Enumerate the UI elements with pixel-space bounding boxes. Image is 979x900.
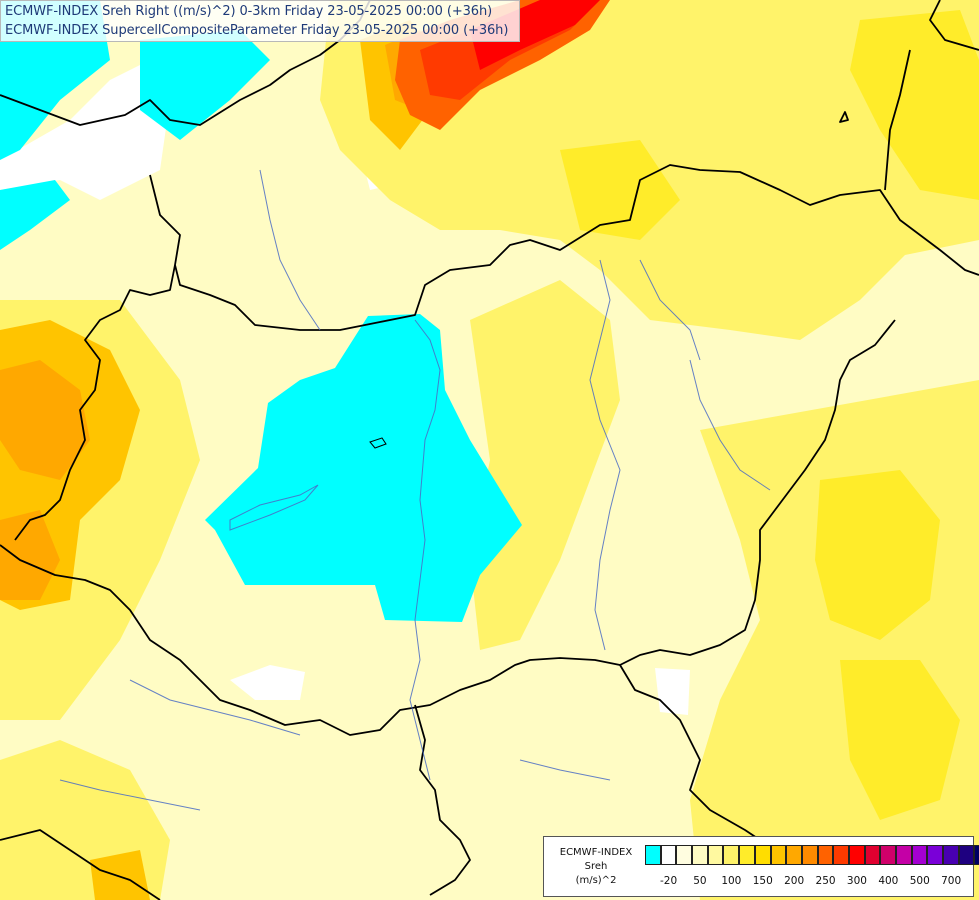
legend-tick-label: 100 [721, 875, 742, 887]
legend-tick-label: 300 [846, 875, 867, 887]
legend-swatch [676, 845, 693, 865]
legend-swatch [896, 845, 912, 865]
legend-swatch [645, 845, 661, 865]
legend-swatch [786, 845, 802, 865]
legend-source: ECMWF-INDEX [559, 847, 633, 858]
legend-swatch [817, 845, 834, 865]
legend-unit: (m/s)^2 [575, 875, 617, 886]
title-line-2: ECMWF-INDEX SupercellCompositeParameter … [5, 23, 509, 38]
legend-swatch [974, 845, 979, 865]
color-legend: ECMWF-INDEX Sreh (m/s)^2 -20 50 100 150 200 2… [543, 836, 979, 897]
legend-swatch [958, 845, 975, 865]
legend-swatch [880, 845, 896, 865]
legend-tick-label: -20 [659, 875, 678, 887]
legend-swatch [707, 845, 724, 865]
legend-tick-label: 700 [941, 875, 962, 887]
legend-swatch [660, 845, 677, 865]
legend-tick-label: 150 [752, 875, 773, 887]
legend-tick-label: 200 [784, 875, 805, 887]
legend-variable: Sreh [584, 861, 608, 872]
legend-swatches [645, 845, 979, 865]
legend-swatch [864, 845, 881, 865]
legend-swatch [927, 845, 944, 865]
map-title-box: ECMWF-INDEX Sreh Right ((m/s)^2) 0-3km F… [0, 0, 520, 42]
rivers [59, 169, 771, 811]
legend-swatch [770, 845, 787, 865]
legend-swatch [848, 845, 865, 865]
legend-swatch [833, 845, 849, 865]
legend-swatch [943, 845, 959, 865]
legend-swatch [723, 845, 740, 865]
legend-swatch [801, 845, 818, 865]
title-line-1: ECMWF-INDEX Sreh Right ((m/s)^2) 0-3km F… [5, 4, 493, 19]
lake [369, 437, 387, 449]
legend-tick-label: 400 [878, 875, 899, 887]
legend-swatch [739, 845, 755, 865]
legend-swatch [692, 845, 708, 865]
legend-tick-label: 50 [693, 875, 707, 887]
legend-swatch [754, 845, 771, 865]
legend-swatch [911, 845, 928, 865]
legend-tick-label: 500 [909, 875, 930, 887]
legend-tick-label: 250 [815, 875, 836, 887]
